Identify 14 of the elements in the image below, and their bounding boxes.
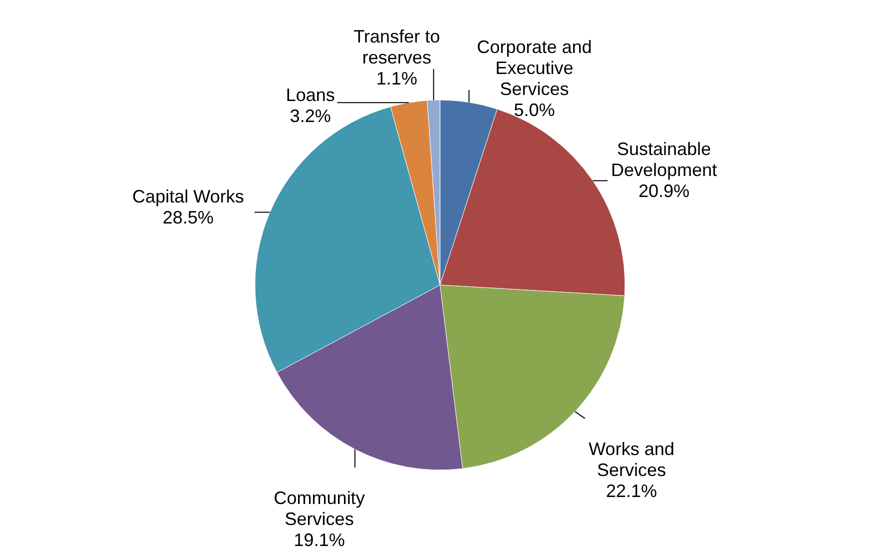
data-label: 28.5% [162, 208, 214, 228]
slice-label: Capital Works [132, 186, 244, 207]
slice-label: Community Services [274, 488, 365, 530]
data-label: 1.1% [376, 68, 418, 88]
data-label: 20.9% [638, 180, 690, 201]
slice-label: Works and Services [588, 438, 674, 480]
data-label: 19.1% [294, 530, 345, 550]
slice-label: Corporate and Executive Services [476, 37, 592, 99]
slice-label: Sustainable Development [610, 138, 718, 180]
data-label: 5.0% [514, 100, 555, 120]
slice-label: Loans [286, 85, 335, 105]
data-label: 22.1% [606, 480, 658, 501]
data-label: 3.2% [290, 106, 331, 126]
slice-label: Transfer to reserves [354, 26, 440, 68]
